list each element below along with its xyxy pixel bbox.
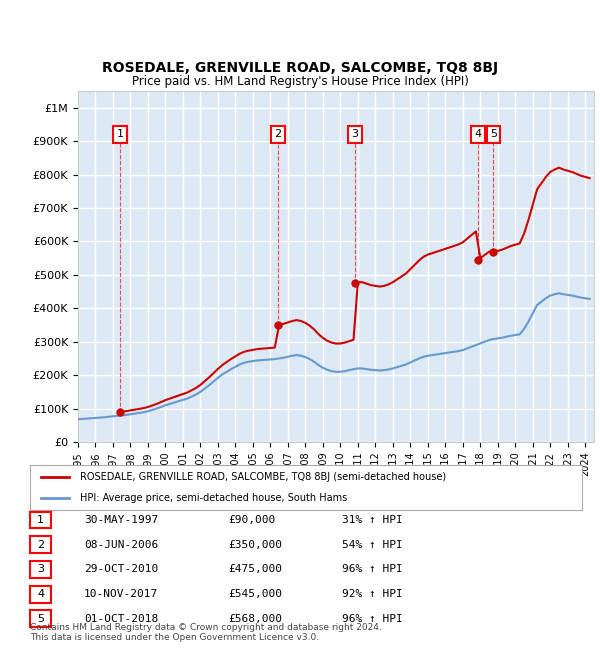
Text: 3: 3 [37, 564, 44, 575]
Text: 96% ↑ HPI: 96% ↑ HPI [342, 614, 403, 624]
Text: 29-OCT-2010: 29-OCT-2010 [84, 564, 158, 575]
Text: £568,000: £568,000 [228, 614, 282, 624]
Text: 5: 5 [490, 129, 497, 140]
Text: 1: 1 [37, 515, 44, 525]
Text: 4: 4 [37, 589, 44, 599]
Text: 31% ↑ HPI: 31% ↑ HPI [342, 515, 403, 525]
Text: ROSEDALE, GRENVILLE ROAD, SALCOMBE, TQ8 8BJ: ROSEDALE, GRENVILLE ROAD, SALCOMBE, TQ8 … [102, 61, 498, 75]
Text: Price paid vs. HM Land Registry's House Price Index (HPI): Price paid vs. HM Land Registry's House … [131, 75, 469, 88]
Text: 92% ↑ HPI: 92% ↑ HPI [342, 589, 403, 599]
Text: 10-NOV-2017: 10-NOV-2017 [84, 589, 158, 599]
Text: 5: 5 [37, 614, 44, 624]
Text: 2: 2 [37, 540, 44, 550]
Text: 3: 3 [352, 129, 358, 140]
Text: £90,000: £90,000 [228, 515, 275, 525]
Text: 01-OCT-2018: 01-OCT-2018 [84, 614, 158, 624]
Text: £545,000: £545,000 [228, 589, 282, 599]
Text: £350,000: £350,000 [228, 540, 282, 550]
Text: 08-JUN-2006: 08-JUN-2006 [84, 540, 158, 550]
Text: 4: 4 [474, 129, 481, 140]
Text: Contains HM Land Registry data © Crown copyright and database right 2024.
This d: Contains HM Land Registry data © Crown c… [30, 623, 382, 642]
Text: 30-MAY-1997: 30-MAY-1997 [84, 515, 158, 525]
Text: 2: 2 [275, 129, 281, 140]
Text: 54% ↑ HPI: 54% ↑ HPI [342, 540, 403, 550]
Text: HPI: Average price, semi-detached house, South Hams: HPI: Average price, semi-detached house,… [80, 493, 347, 502]
Text: 1: 1 [117, 129, 124, 140]
Text: ROSEDALE, GRENVILLE ROAD, SALCOMBE, TQ8 8BJ (semi-detached house): ROSEDALE, GRENVILLE ROAD, SALCOMBE, TQ8 … [80, 473, 446, 482]
Text: 96% ↑ HPI: 96% ↑ HPI [342, 564, 403, 575]
Text: £475,000: £475,000 [228, 564, 282, 575]
